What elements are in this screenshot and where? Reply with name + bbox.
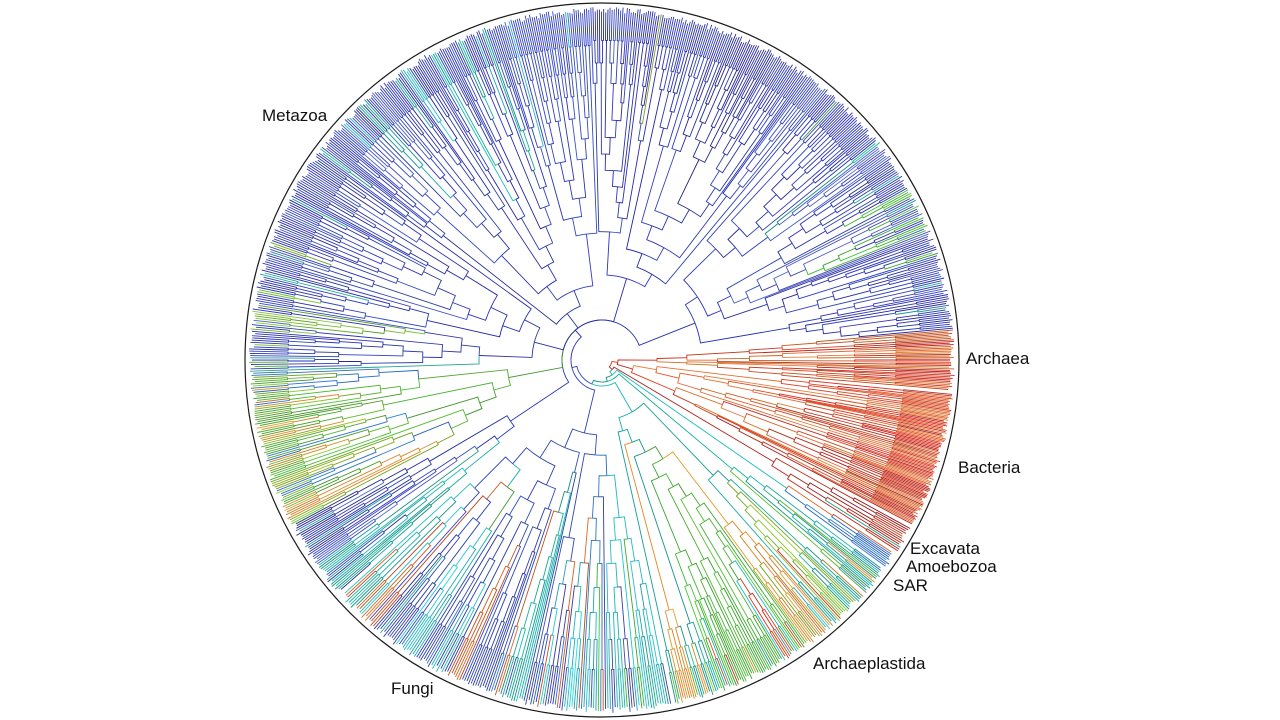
clade-label-sar: SAR [893, 576, 928, 595]
clade-label-amoebozoa: Amoebozoa [906, 557, 997, 576]
outer-circle-ring [244, 2, 960, 718]
clade-label-excavata: Excavata [910, 539, 980, 558]
clade-label-archaeplastida: Archaeplastida [813, 654, 926, 673]
clade-label-fungi: Fungi [391, 679, 434, 698]
tree-branches [249, 7, 955, 713]
clade-label-bacteria: Bacteria [958, 458, 1021, 477]
clade-label-metazoa: Metazoa [262, 106, 328, 125]
clade-label-archaea: Archaea [966, 349, 1030, 368]
